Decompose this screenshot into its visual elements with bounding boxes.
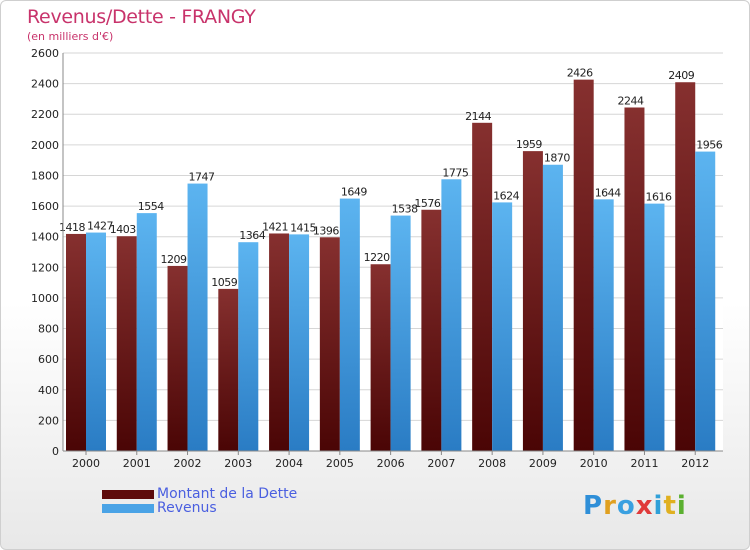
logo-letter: t bbox=[663, 491, 677, 521]
bar-debt-2005 bbox=[319, 237, 340, 451]
data-label-revenue-2007: 1775 bbox=[442, 166, 468, 179]
bar-revenue-2006 bbox=[390, 215, 411, 451]
logo-letter: P bbox=[583, 491, 604, 521]
y-tick-label: 2400 bbox=[31, 78, 59, 91]
bar-revenue-2005 bbox=[339, 198, 360, 451]
y-tick-label: 1200 bbox=[31, 261, 59, 274]
logo-letter: x bbox=[635, 491, 654, 521]
data-label-revenue-2002: 1747 bbox=[189, 171, 215, 184]
data-label-revenue-2010: 1644 bbox=[595, 186, 621, 199]
data-label-debt-2005: 1396 bbox=[313, 224, 339, 237]
legend-label-debt: Montant de la Dette bbox=[157, 486, 298, 502]
bar-revenue-2000 bbox=[86, 232, 106, 451]
y-tick-label: 1600 bbox=[31, 200, 59, 213]
data-label-debt-2010: 2426 bbox=[567, 67, 593, 80]
y-tick-label: 200 bbox=[38, 414, 59, 427]
x-tick-label: 2004 bbox=[275, 457, 303, 470]
x-tick-label: 2001 bbox=[123, 457, 151, 470]
y-tick-label: 1400 bbox=[31, 231, 59, 244]
data-label-debt-2001: 1403 bbox=[110, 223, 136, 236]
data-label-revenue-2006: 1538 bbox=[392, 203, 418, 216]
data-label-revenue-2011: 1616 bbox=[645, 191, 671, 204]
bar-revenue-2001 bbox=[136, 213, 157, 451]
x-tick-label: 2005 bbox=[326, 457, 354, 470]
bar-debt-2000 bbox=[66, 233, 86, 451]
data-label-debt-2006: 1220 bbox=[364, 251, 390, 264]
bar-revenue-2003 bbox=[238, 242, 259, 451]
data-label-debt-2007: 1576 bbox=[414, 197, 440, 210]
chart-subtitle: (en milliers d'€) bbox=[27, 30, 114, 43]
data-label-revenue-2008: 1624 bbox=[493, 189, 519, 202]
logo-letter: i bbox=[676, 491, 687, 521]
y-tick-label: 600 bbox=[38, 353, 59, 366]
x-tick-label: 2012 bbox=[681, 457, 709, 470]
data-label-debt-2012: 2409 bbox=[668, 69, 694, 82]
data-label-debt-2004: 1421 bbox=[262, 220, 288, 233]
bar-debt-2001 bbox=[116, 236, 137, 451]
data-label-debt-2002: 1209 bbox=[161, 253, 187, 266]
logo-letter: r bbox=[603, 491, 617, 521]
x-tick-label: 2008 bbox=[478, 457, 506, 470]
x-tick-label: 2011 bbox=[630, 457, 658, 470]
bar-revenue-2011 bbox=[644, 203, 665, 451]
legend-swatch-revenue bbox=[102, 504, 154, 513]
bar-revenue-2004 bbox=[289, 234, 310, 451]
y-tick-label: 1000 bbox=[31, 292, 59, 305]
y-tick-label: 800 bbox=[38, 323, 59, 336]
y-tick-label: 1800 bbox=[31, 169, 59, 182]
bar-debt-2007 bbox=[421, 209, 442, 451]
logo-letter: i bbox=[653, 491, 664, 521]
bar-debt-2011 bbox=[624, 107, 645, 451]
data-label-revenue-2001: 1554 bbox=[138, 200, 164, 213]
x-tick-label: 2003 bbox=[224, 457, 252, 470]
data-label-revenue-2012: 1956 bbox=[696, 139, 722, 152]
bar-revenue-2002 bbox=[187, 183, 208, 451]
x-tick-label: 2010 bbox=[580, 457, 608, 470]
y-tick-label: 400 bbox=[38, 384, 59, 397]
data-label-debt-2009: 1959 bbox=[516, 138, 542, 151]
bar-revenue-2010 bbox=[593, 199, 614, 451]
y-tick-label: 0 bbox=[52, 445, 59, 458]
data-label-debt-2011: 2244 bbox=[617, 94, 643, 107]
x-tick-label: 2006 bbox=[377, 457, 405, 470]
legend-swatch-debt bbox=[102, 490, 154, 499]
data-label-revenue-2003: 1364 bbox=[239, 229, 265, 242]
logo-letter: o bbox=[616, 491, 636, 521]
data-label-revenue-2005: 1649 bbox=[341, 186, 367, 199]
bar-debt-2002 bbox=[167, 265, 188, 451]
bar-revenue-2012 bbox=[695, 151, 716, 451]
legend-label-revenue: Revenus bbox=[157, 500, 217, 516]
data-label-debt-2008: 2144 bbox=[465, 110, 491, 123]
proxiti-logo: Proxiti bbox=[583, 491, 687, 521]
bar-debt-2004 bbox=[269, 233, 290, 451]
y-tick-label: 2600 bbox=[31, 47, 59, 60]
data-label-revenue-2000: 1427 bbox=[87, 220, 113, 233]
bar-debt-2003 bbox=[218, 288, 239, 451]
bar-revenue-2007 bbox=[441, 179, 462, 452]
data-label-debt-2003: 1059 bbox=[211, 276, 237, 289]
data-label-revenue-2004: 1415 bbox=[290, 221, 316, 234]
bar-debt-2006 bbox=[370, 264, 391, 451]
data-label-revenue-2009: 1870 bbox=[544, 152, 570, 165]
bar-revenue-2009 bbox=[542, 164, 563, 451]
chart-title: Revenus/Dette - FRANGY bbox=[27, 6, 256, 28]
bar-debt-2008 bbox=[472, 122, 493, 452]
x-tick-label: 2000 bbox=[72, 457, 100, 470]
bar-debt-2009 bbox=[522, 151, 543, 451]
data-label-debt-2000: 1418 bbox=[59, 221, 85, 234]
x-tick-label: 2007 bbox=[427, 457, 455, 470]
x-tick-label: 2009 bbox=[529, 457, 557, 470]
bar-debt-2010 bbox=[573, 79, 594, 452]
bar-debt-2012 bbox=[675, 82, 696, 451]
y-tick-label: 2200 bbox=[31, 108, 59, 121]
y-tick-label: 2000 bbox=[31, 139, 59, 152]
x-tick-label: 2002 bbox=[174, 457, 202, 470]
bar-revenue-2008 bbox=[492, 202, 513, 451]
